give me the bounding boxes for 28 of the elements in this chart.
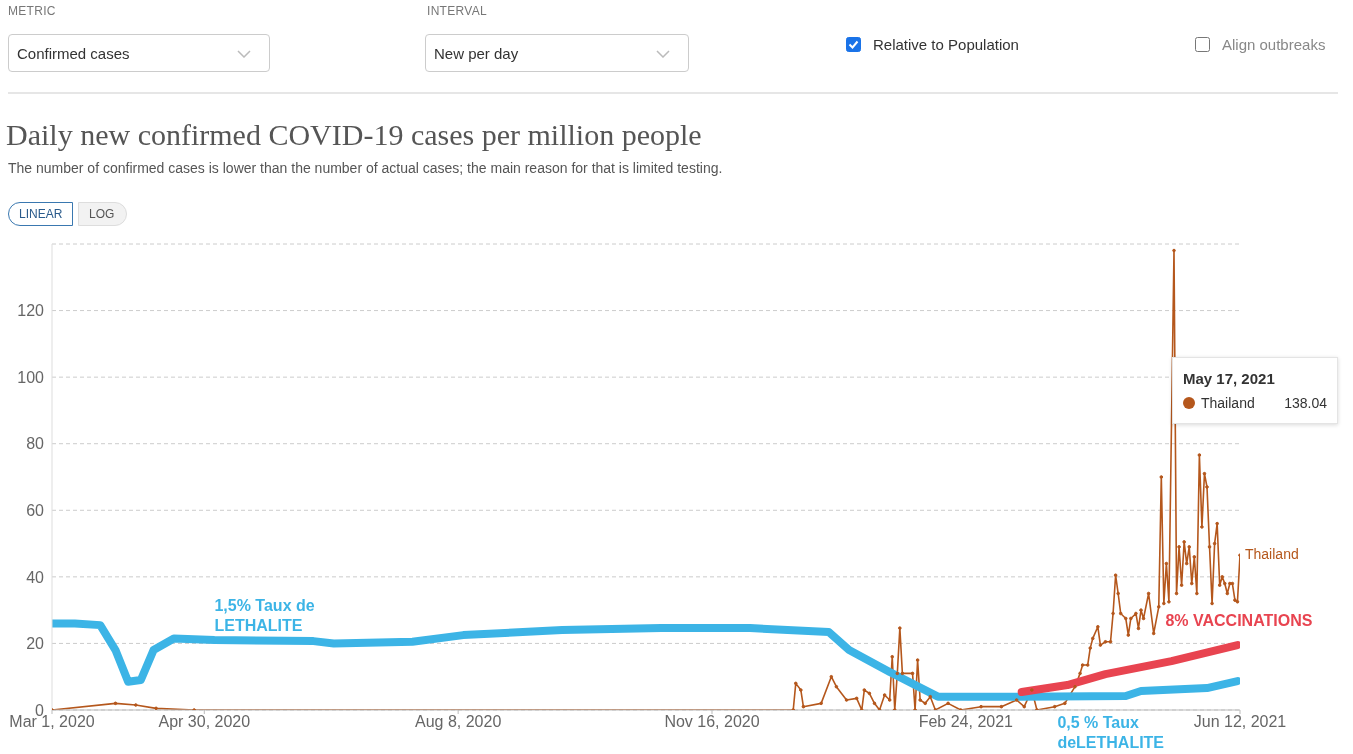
annotation: 1,5% Taux de LETHALITE xyxy=(214,596,315,637)
legend-label: Thailand xyxy=(1201,395,1255,411)
y-tick-label: 80 xyxy=(26,435,45,453)
annotation: 8% VACCINATIONS xyxy=(1165,611,1313,632)
y-tick-label: 60 xyxy=(26,501,45,519)
chart-subtitle: The number of confirmed cases is lower than the number of actual cases; the main reason for that is limited testing. xyxy=(8,160,723,176)
text: LINEAR xyxy=(8,202,74,226)
annotation: May 17, 2021 xyxy=(1183,370,1276,387)
text: Confirmed cases xyxy=(17,44,130,62)
text: New per day xyxy=(434,44,519,62)
text: Thailand xyxy=(1245,546,1299,563)
y-tick-label: 20 xyxy=(26,635,45,653)
text: INTERVAL xyxy=(427,4,487,18)
y-tick-label: 100 xyxy=(17,368,45,386)
text: Relative to Population xyxy=(873,36,1019,53)
x-tick-label: Nov 16, 2020 xyxy=(664,713,760,731)
annotation: 0,5 % Taux deLETHALITE xyxy=(1057,712,1165,753)
text: 138.04 xyxy=(1284,395,1327,411)
x-tick-label: Jun 12, 2021 xyxy=(1193,713,1287,731)
text: Align outbreaks xyxy=(1222,36,1326,53)
x-tick-label: Apr 30, 2020 xyxy=(158,713,251,731)
x-tick-label: Feb 24, 2021 xyxy=(918,713,1014,731)
text: LOG xyxy=(78,202,128,226)
text: METRIC xyxy=(8,4,56,18)
y-tick-label: 40 xyxy=(26,568,45,586)
y-tick-label: 120 xyxy=(17,302,45,320)
chart-title: Daily new confirmed COVID-19 cases per million people xyxy=(6,118,702,152)
x-tick-label: Aug 8, 2020 xyxy=(415,713,502,731)
